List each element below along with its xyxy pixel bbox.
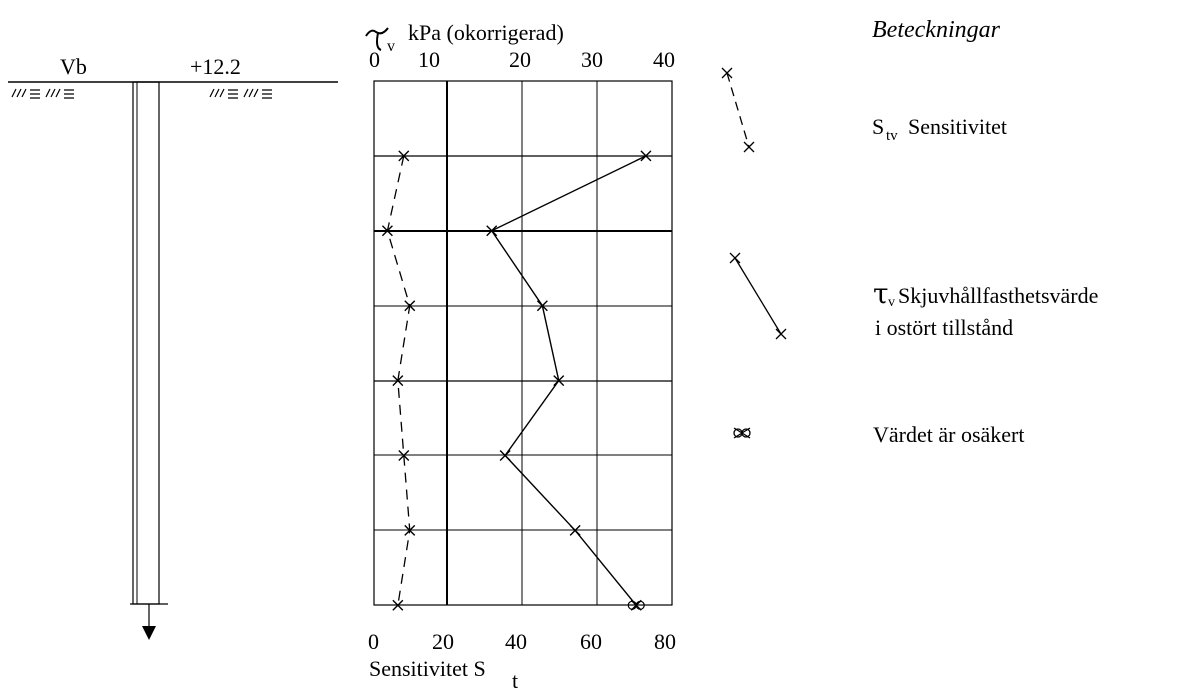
data-point <box>381 225 393 237</box>
top-axis-tick-label: 40 <box>653 47 675 72</box>
top-axis-subscript: v <box>387 38 395 55</box>
data-point <box>392 599 404 611</box>
legend-sensitivity-subscript: tv <box>886 128 898 144</box>
borehole-elevation-label: +12.2 <box>190 54 241 79</box>
top-axis: v kPa (okorrigerad) 0 10 20 30 40 <box>365 20 675 72</box>
top-axis-tick-label: 10 <box>418 47 440 72</box>
borehole-id-label: Vb <box>60 54 87 79</box>
legend-shear-text-line2: i ostört tillstånd <box>875 315 1013 340</box>
bottom-axis: 0 20 40 60 80 Sensitivitet S t <box>368 629 676 689</box>
bottom-axis-label-subscript: t <box>512 668 518 689</box>
bottom-axis-tick-label: 60 <box>580 629 602 654</box>
bottom-axis-tick-label: 40 <box>505 629 527 654</box>
legend-sensitivity-text: Sensitivitet <box>908 114 1007 139</box>
data-point <box>398 450 410 461</box>
data-point <box>553 375 565 387</box>
ground-hatch-right <box>209 88 272 99</box>
legend-shear-sample <box>729 252 787 340</box>
data-point <box>392 375 404 387</box>
bottom-axis-label: Sensitivitet S <box>369 656 486 681</box>
borehole-down-arrow-icon <box>142 626 156 640</box>
data-point <box>404 524 416 536</box>
series-sensitivity <box>381 150 416 611</box>
data-point <box>398 150 410 162</box>
data-point <box>640 150 652 162</box>
data-point <box>486 225 498 237</box>
uncertain-value-icon <box>733 427 751 439</box>
plot-frame <box>373 80 673 606</box>
top-axis-tick-label: 20 <box>509 47 531 72</box>
top-axis-tick-label: 30 <box>581 47 603 72</box>
legend-title: Beteckningar <box>872 17 1001 43</box>
top-axis-tick-label: 0 <box>369 47 380 72</box>
legend: Beteckningar S tv Sensitivitet τ v Skjuv… <box>721 17 1098 447</box>
legend-sensitivity-sample <box>721 67 755 153</box>
legend-shear-subscript: v <box>888 295 895 310</box>
legend-sensitivity-symbol: S <box>872 114 884 139</box>
data-point <box>499 450 511 461</box>
bottom-axis-tick-label: 20 <box>432 629 454 654</box>
legend-uncertain-text: Värdet är osäkert <box>873 422 1024 447</box>
series-tau_v <box>486 150 652 611</box>
data-series <box>381 150 652 611</box>
bottom-axis-tick-label: 0 <box>368 629 379 654</box>
ground-hatch-left <box>11 88 74 99</box>
plot-grid <box>373 80 673 606</box>
borehole-section: Vb +12.2 <box>8 54 338 640</box>
data-point <box>569 524 581 536</box>
data-point-uncertain <box>627 599 645 611</box>
bottom-axis-tick-label: 80 <box>654 629 676 654</box>
legend-shear-symbol: τ <box>873 277 889 310</box>
legend-shear-text-line1: Skjuvhållfasthetsvärde <box>898 283 1098 308</box>
data-point <box>404 300 416 312</box>
top-axis-unit-label: kPa (okorrigerad) <box>408 20 564 45</box>
data-point <box>536 300 548 312</box>
tau-symbol-icon <box>365 27 389 51</box>
